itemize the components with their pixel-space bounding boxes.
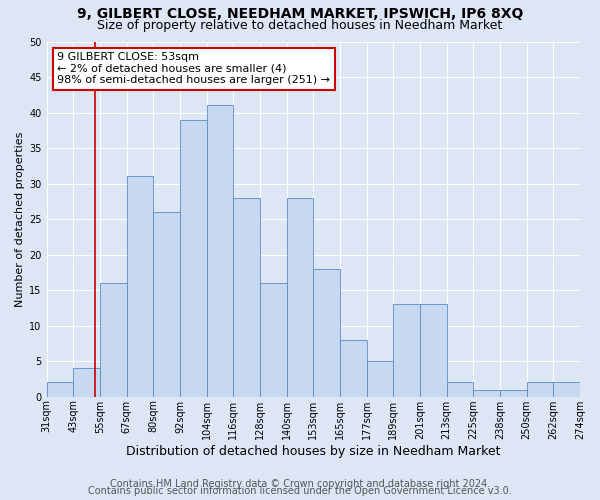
Bar xyxy=(420,304,446,396)
Bar xyxy=(206,106,233,397)
Bar xyxy=(127,176,153,396)
Text: 9 GILBERT CLOSE: 53sqm
← 2% of detached houses are smaller (4)
98% of semi-detac: 9 GILBERT CLOSE: 53sqm ← 2% of detached … xyxy=(57,52,330,86)
Bar xyxy=(180,120,206,396)
Bar xyxy=(47,382,73,396)
Bar xyxy=(393,304,420,396)
Bar xyxy=(313,269,340,396)
Text: Size of property relative to detached houses in Needham Market: Size of property relative to detached ho… xyxy=(97,18,503,32)
Bar xyxy=(367,361,393,396)
Bar xyxy=(527,382,553,396)
Bar xyxy=(500,390,527,396)
X-axis label: Distribution of detached houses by size in Needham Market: Distribution of detached houses by size … xyxy=(126,444,500,458)
Bar xyxy=(473,390,500,396)
Bar xyxy=(446,382,473,396)
Bar xyxy=(340,340,367,396)
Y-axis label: Number of detached properties: Number of detached properties xyxy=(15,132,25,307)
Text: Contains public sector information licensed under the Open Government Licence v3: Contains public sector information licen… xyxy=(88,486,512,496)
Bar xyxy=(73,368,100,396)
Text: Contains HM Land Registry data © Crown copyright and database right 2024.: Contains HM Land Registry data © Crown c… xyxy=(110,479,490,489)
Bar xyxy=(260,283,287,397)
Text: 9, GILBERT CLOSE, NEEDHAM MARKET, IPSWICH, IP6 8XQ: 9, GILBERT CLOSE, NEEDHAM MARKET, IPSWIC… xyxy=(77,8,523,22)
Bar xyxy=(287,198,313,396)
Bar xyxy=(100,283,127,397)
Bar xyxy=(233,198,260,396)
Bar xyxy=(153,212,180,396)
Bar xyxy=(553,382,580,396)
